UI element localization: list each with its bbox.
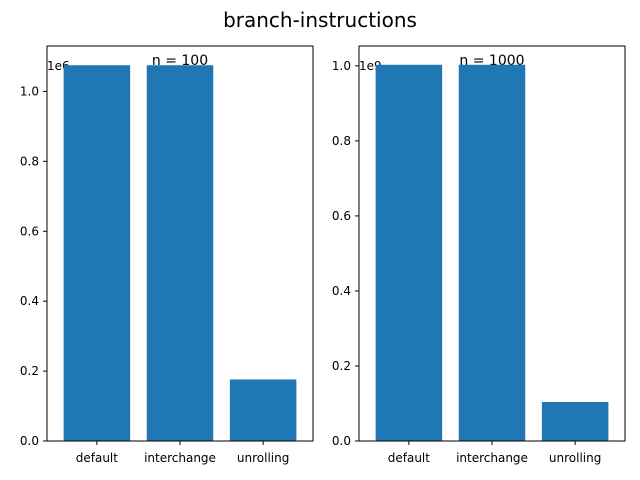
x-tick-label: unrolling <box>549 451 601 465</box>
panel-n1000: n = 1000 1e9 0.00.20.40.60.81.0 default i… <box>332 45 626 465</box>
plot-frame <box>46 45 314 442</box>
y-tick-label: 0.2 <box>332 359 351 373</box>
y-tick-label: 0.0 <box>332 434 351 448</box>
x-tick-label: interchange <box>144 451 216 465</box>
panel-n100: n = 100 1e6 0.00.20.40.60.81.0 default in… <box>20 45 314 465</box>
bars-group <box>63 65 297 441</box>
y-tick-label: 0.4 <box>332 284 351 298</box>
y-tick-label: 0.0 <box>20 434 39 448</box>
y-tick-label: 0.8 <box>20 154 39 168</box>
bar-default <box>63 65 131 441</box>
y-tick-label: 0.6 <box>20 224 39 238</box>
y-axis: 0.0 0.2 0.4 0.6 0.8 1.0 <box>20 84 47 448</box>
y-tick-label: 1.0 <box>20 84 39 98</box>
y-tick-label: 0.8 <box>332 134 351 148</box>
panel-title: n = 100 <box>152 53 208 69</box>
y-tick-label: 1.0 <box>332 59 351 73</box>
bar-default <box>375 64 443 441</box>
x-tick-label: unrolling <box>237 451 289 465</box>
bar-unrolling <box>541 401 609 441</box>
bars-group <box>375 64 609 441</box>
figure-title: branch-instructions <box>223 8 417 32</box>
x-axis: default interchange unrolling <box>76 441 289 465</box>
x-tick-label: default <box>76 451 119 465</box>
y-tick-label: 0.4 <box>20 294 39 308</box>
x-tick-label: default <box>388 451 431 465</box>
bar-interchange <box>458 64 526 441</box>
y-tick-label: 0.6 <box>332 209 351 223</box>
bar-interchange <box>146 65 214 441</box>
y-axis: 0.0 0.2 0.4 0.6 0.8 1.0 <box>332 59 359 448</box>
y-tick-label: 0.2 <box>20 364 39 378</box>
bar-unrolling <box>229 379 297 441</box>
x-tick-label: interchange <box>456 451 528 465</box>
plot-frame <box>358 45 626 442</box>
x-axis: default interchange unrolling <box>388 441 601 465</box>
